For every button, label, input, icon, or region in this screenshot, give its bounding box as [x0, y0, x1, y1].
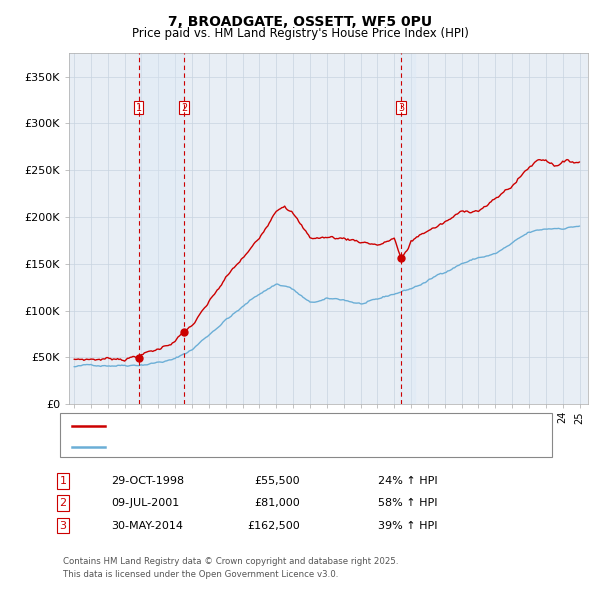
Text: 58% ↑ HPI: 58% ↑ HPI — [378, 499, 437, 508]
Text: 1: 1 — [136, 103, 142, 113]
Bar — [139, 53, 184, 404]
Text: £55,500: £55,500 — [254, 476, 300, 486]
Text: 1: 1 — [59, 476, 67, 486]
Text: 2: 2 — [59, 499, 67, 508]
Text: 3: 3 — [398, 103, 404, 113]
Text: £162,500: £162,500 — [247, 521, 300, 530]
Text: 24% ↑ HPI: 24% ↑ HPI — [378, 476, 437, 486]
Text: This data is licensed under the Open Government Licence v3.0.: This data is licensed under the Open Gov… — [63, 571, 338, 579]
Text: 2: 2 — [181, 103, 187, 113]
Bar — [400, 53, 415, 404]
Text: Price paid vs. HM Land Registry's House Price Index (HPI): Price paid vs. HM Land Registry's House … — [131, 27, 469, 40]
Text: HPI: Average price, semi-detached house, Wakefield: HPI: Average price, semi-detached house,… — [111, 442, 383, 451]
Text: 39% ↑ HPI: 39% ↑ HPI — [378, 521, 437, 530]
Text: 29-OCT-1998: 29-OCT-1998 — [111, 476, 184, 486]
Text: Contains HM Land Registry data © Crown copyright and database right 2025.: Contains HM Land Registry data © Crown c… — [63, 558, 398, 566]
Text: 30-MAY-2014: 30-MAY-2014 — [111, 521, 183, 530]
Text: 3: 3 — [59, 521, 67, 530]
Text: 09-JUL-2001: 09-JUL-2001 — [111, 499, 179, 508]
Text: 7, BROADGATE, OSSETT, WF5 0PU: 7, BROADGATE, OSSETT, WF5 0PU — [168, 15, 432, 29]
Text: 7, BROADGATE, OSSETT, WF5 0PU (semi-detached house): 7, BROADGATE, OSSETT, WF5 0PU (semi-deta… — [111, 421, 413, 431]
Text: £81,000: £81,000 — [254, 499, 300, 508]
